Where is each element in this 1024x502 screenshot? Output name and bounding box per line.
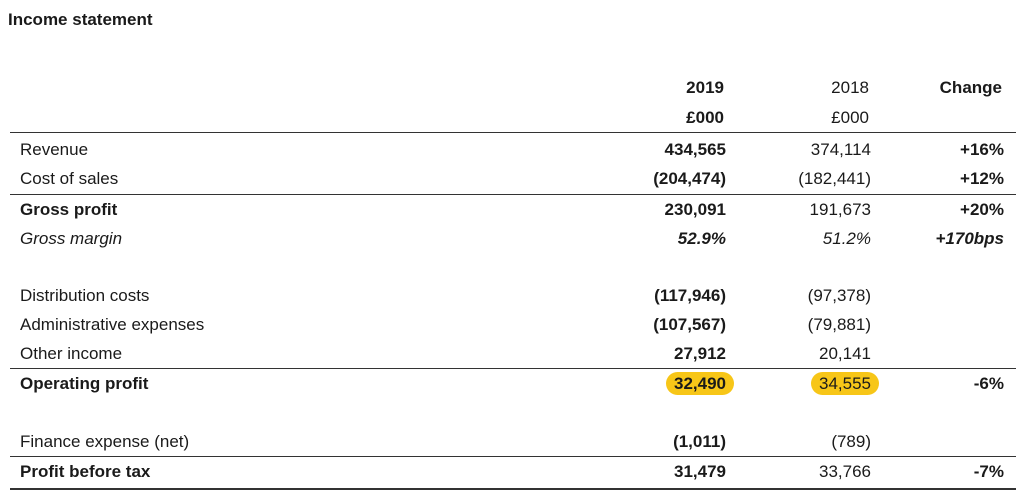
row-label: Administrative expenses	[20, 315, 205, 334]
value-2019: 434,565	[664, 140, 726, 159]
column-unit-2018: £000	[831, 108, 869, 127]
column-unit-2019: £000	[686, 108, 724, 127]
table-row: Administrative expenses (107,567) (79,88…	[10, 311, 1016, 339]
value-2018: 191,673	[809, 200, 871, 219]
value-2019: (204,474)	[653, 169, 726, 188]
table-row: Gross margin 52.9% 51.2% +170bps	[10, 225, 1016, 253]
value-2019: 52.9%	[677, 229, 726, 248]
row-label: Revenue	[20, 140, 89, 159]
table-row: Operating profit 32,490 34,555 -6%	[10, 370, 1016, 398]
value-2019: (107,567)	[653, 315, 726, 334]
row-label: Distribution costs	[20, 286, 150, 305]
table-row: Cost of sales (204,474) (182,441) +12%	[10, 165, 1016, 193]
header-divider	[10, 132, 1016, 133]
table-row: Revenue 434,565 374,114 +16%	[10, 136, 1016, 164]
value-2018: 20,141	[819, 344, 871, 363]
operating-profit-divider	[10, 368, 1016, 369]
value-change: +16%	[960, 140, 1004, 159]
value-2019: 230,091	[664, 200, 726, 219]
highlight-marker: 34,555	[811, 372, 879, 395]
value-change: +12%	[960, 169, 1004, 188]
value-2018: (789)	[831, 432, 871, 451]
column-header-2019: 2019	[686, 78, 724, 97]
value-2018: 374,114	[810, 140, 871, 159]
bottom-rule	[10, 488, 1016, 490]
value-change: +170bps	[935, 229, 1004, 248]
row-label: Other income	[20, 344, 123, 363]
column-header-change: Change	[939, 78, 1002, 97]
value-2018: (79,881)	[807, 315, 871, 334]
value-2018: 34,555	[811, 372, 879, 395]
value-2018: 33,766	[819, 462, 871, 481]
table-row: Finance expense (net) (1,011) (789)	[10, 428, 1016, 456]
table-row: Gross profit 230,091 191,673 +20%	[10, 196, 1016, 224]
value-2019: (1,011)	[673, 432, 726, 451]
table-row: Profit before tax 31,479 33,766 -7%	[10, 458, 1016, 486]
table-row: Distribution costs (117,946) (97,378)	[10, 282, 1016, 310]
gross-profit-divider	[10, 194, 1016, 195]
highlight-marker: 32,490	[666, 372, 734, 395]
value-2019: 32,490	[666, 372, 734, 395]
value-2019: 27,912	[674, 344, 726, 363]
value-2019: (117,946)	[654, 286, 726, 305]
column-header-2018: 2018	[831, 78, 869, 97]
value-2018: (182,441)	[798, 169, 871, 188]
row-label: Profit before tax	[20, 462, 151, 481]
value-2019: 31,479	[674, 462, 726, 481]
row-label: Gross margin	[20, 229, 123, 248]
value-2018: (97,378)	[807, 286, 871, 305]
row-label: Cost of sales	[20, 169, 119, 188]
value-change: +20%	[960, 200, 1004, 219]
pbt-divider	[10, 456, 1016, 457]
table-row: Other income 27,912 20,141	[10, 340, 1016, 368]
value-change: -7%	[973, 462, 1004, 481]
value-2018: 51.2%	[822, 229, 871, 248]
value-change: -6%	[973, 374, 1004, 393]
row-label: Finance expense (net)	[20, 432, 190, 451]
page-title: Income statement	[8, 10, 153, 29]
row-label: Gross profit	[20, 200, 118, 219]
row-label: Operating profit	[20, 374, 149, 393]
